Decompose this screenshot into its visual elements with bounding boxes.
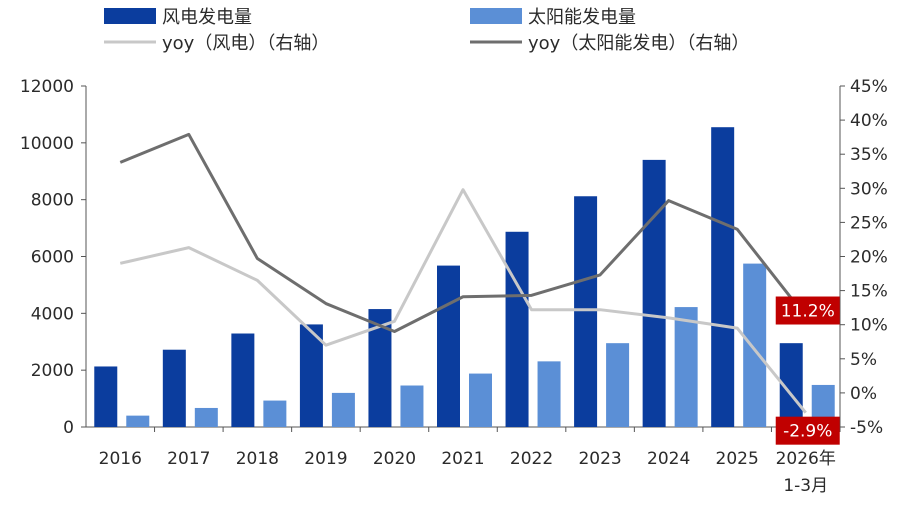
right-tick-label: 10%: [850, 316, 888, 336]
callout-label: -2.9%: [783, 422, 832, 442]
x-tick-label: 2016: [99, 449, 142, 469]
bar-wind: [574, 196, 598, 427]
bar-solar: [537, 361, 561, 427]
right-tick-label: 0%: [850, 384, 877, 404]
bar-solar: [400, 385, 424, 427]
left-tick-label: 6000: [31, 248, 74, 268]
right-tick-label: 40%: [850, 111, 888, 131]
bar-solar: [606, 343, 630, 427]
right-tick-label: -5%: [850, 418, 883, 438]
bar-wind: [94, 366, 118, 427]
left-axis: 0 2000 4000 6000 8000 10000 12000: [20, 77, 87, 438]
bar-solar: [126, 415, 150, 427]
bar-solar: [674, 307, 698, 427]
bar-solar: [743, 263, 767, 427]
x-tick-label: 2018: [236, 449, 279, 469]
left-tick-label: 12000: [20, 77, 74, 97]
x-tick-label: 2024: [647, 449, 690, 469]
left-tick-label: 10000: [20, 134, 74, 154]
callouts-layer: 11.2% -2.9%: [775, 296, 840, 445]
callout-box: [775, 416, 840, 445]
left-tick-label: 4000: [31, 304, 74, 324]
x-tick-label: 2019: [304, 449, 347, 469]
left-tick-label: 8000: [31, 191, 74, 211]
right-tick-label: 15%: [850, 282, 888, 302]
x-tick-label: 2025: [716, 449, 759, 469]
bar-wind: [437, 265, 460, 427]
right-axis: -5% 0% 5% 10% 15% 20% 25% 30% 35% 40% 45%: [839, 77, 888, 438]
bar-wind: [505, 231, 529, 427]
x-tick-label: 2020: [373, 449, 416, 469]
right-tick-label: 20%: [850, 248, 888, 268]
bar-solar: [469, 373, 492, 427]
x-tick-label: 2021: [441, 449, 484, 469]
bar-solar: [811, 384, 835, 427]
right-tick-label: 35%: [850, 145, 888, 165]
bars-layer: [94, 127, 835, 428]
bar-wind: [711, 127, 735, 428]
x-tick-label: 1-3月: [783, 476, 828, 496]
bar-solar: [331, 392, 355, 427]
legend-label: yoy（太阳能发电）（右轴）: [528, 33, 749, 54]
bar-solar: [194, 407, 218, 427]
x-tick-label: 2023: [578, 449, 621, 469]
x-tick-label: 2017: [167, 449, 210, 469]
bar-wind: [642, 159, 666, 427]
legend-swatch: [470, 8, 522, 24]
line-solar-yoy: [119, 132, 807, 334]
bar-wind: [162, 349, 186, 427]
bar-solar: [263, 400, 287, 427]
legend-label: yoy（风电）（右轴）: [162, 33, 329, 54]
right-tick-label: 30%: [850, 179, 888, 199]
left-tick-label: 2000: [31, 361, 74, 381]
x-axis: 2016 2017 2018 2019 2020 2021 2022 2023 2024 2025…: [86, 426, 841, 496]
legend-label: 风电发电量: [162, 7, 252, 28]
callout-box: [775, 296, 840, 325]
bar-wind: [368, 309, 392, 427]
bar-wind: [299, 324, 323, 427]
line-wind-yoy: [119, 188, 807, 414]
bar-wind: [779, 343, 803, 427]
bar-wind: [231, 333, 255, 427]
right-tick-label: 45%: [850, 77, 888, 97]
lines-layer: [119, 132, 807, 414]
right-tick-label: 25%: [850, 213, 888, 233]
legend-label: 太阳能发电量: [528, 7, 636, 28]
legend-swatch: [104, 8, 156, 24]
callout-label: 11.2%: [781, 302, 835, 322]
left-tick-label: 0: [63, 418, 74, 438]
x-tick-label: 2026年: [776, 449, 836, 469]
legend: 风电发电量 太阳能发电量 yoy（风电）（右轴） yoy（太阳能发电）（右轴）: [104, 7, 749, 54]
x-tick-label: 2022: [510, 449, 553, 469]
right-tick-label: 5%: [850, 350, 877, 370]
